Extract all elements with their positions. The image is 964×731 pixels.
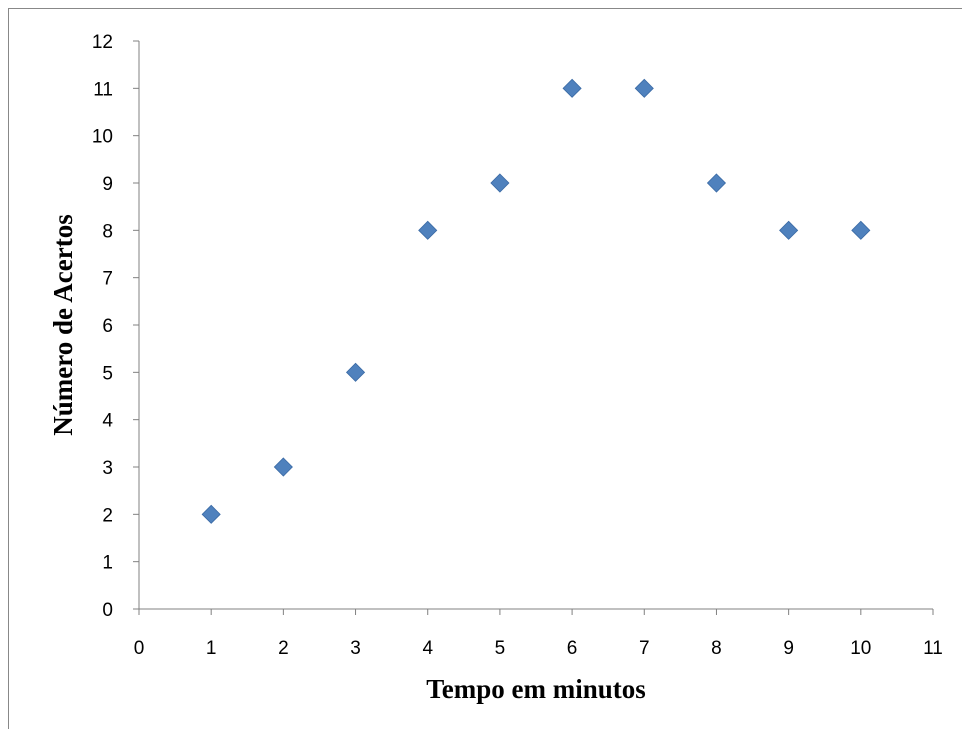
y-tick-label: 2 xyxy=(102,505,113,526)
x-tick-label: 3 xyxy=(350,638,361,659)
x-tick-label: 5 xyxy=(495,638,506,659)
x-tick-label: 6 xyxy=(567,638,578,659)
data-point-marker xyxy=(345,362,366,382)
data-point-marker xyxy=(779,220,799,240)
data-point-marker xyxy=(273,457,293,477)
x-tick-label: 4 xyxy=(422,638,433,659)
y-tick-label: 8 xyxy=(102,221,113,242)
data-point-marker xyxy=(201,504,221,524)
x-tick-label: 1 xyxy=(206,638,217,659)
y-tick-label: 9 xyxy=(102,174,113,195)
y-tick-label: 0 xyxy=(102,600,113,621)
x-tick-label: 10 xyxy=(850,638,871,659)
x-tick-label: 9 xyxy=(783,638,794,659)
y-tick-label: 12 xyxy=(92,32,113,53)
data-point-marker xyxy=(706,173,727,193)
data-point-marker xyxy=(418,220,438,240)
data-point-marker xyxy=(490,173,510,193)
x-axis-title: Tempo em minutos xyxy=(426,674,646,704)
data-point-marker xyxy=(562,78,582,98)
y-tick-label: 5 xyxy=(102,363,113,384)
x-tick-label: 11 xyxy=(923,638,943,659)
x-tick-label: 2 xyxy=(278,638,289,659)
y-tick-label: 11 xyxy=(93,79,113,100)
y-tick-label: 3 xyxy=(102,458,113,479)
x-tick-label: 8 xyxy=(711,638,722,659)
y-tick-label: 1 xyxy=(102,553,113,574)
y-tick-label: 10 xyxy=(92,127,113,148)
data-point-marker xyxy=(634,78,654,98)
x-tick-label: 0 xyxy=(134,638,145,659)
data-points xyxy=(201,78,871,524)
chart-frame xyxy=(8,8,962,729)
y-tick-label: 6 xyxy=(102,316,113,337)
x-axis-ticks: 0 1 2 3 4 5 6 7 8 9 10 11 xyxy=(134,609,943,659)
y-tick-label: 7 xyxy=(102,269,113,290)
data-point-marker xyxy=(851,220,871,240)
y-axis-title: Número de Acertos xyxy=(48,214,78,435)
x-tick-label: 7 xyxy=(639,638,650,659)
y-tick-label: 4 xyxy=(102,411,113,432)
